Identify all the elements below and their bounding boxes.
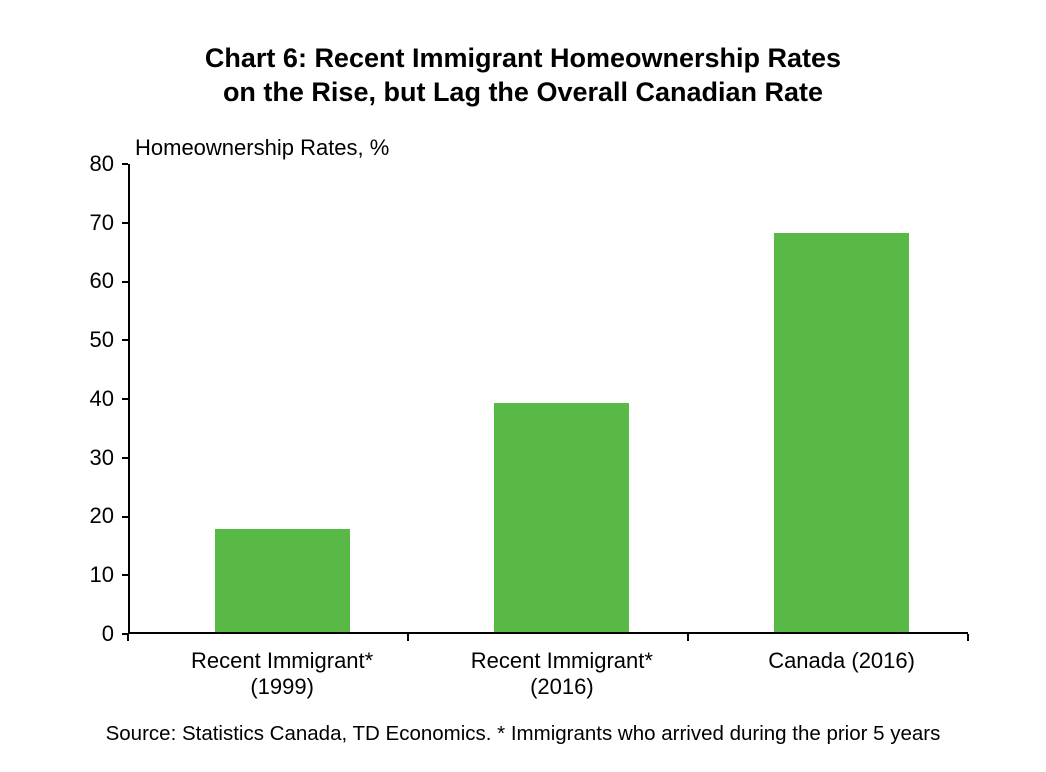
y-tick [122, 457, 128, 459]
x-tick-label-line1: Recent Immigrant* [471, 648, 653, 673]
x-tick-label-line1: Canada (2016) [768, 648, 915, 673]
y-tick [122, 163, 128, 165]
y-tick-label: 0 [64, 621, 114, 647]
y-tick [122, 574, 128, 576]
x-tick [407, 634, 409, 641]
x-tick-label-line2: (1999) [250, 674, 314, 699]
y-tick [122, 281, 128, 283]
y-tick-label: 80 [64, 151, 114, 177]
y-tick-label: 10 [64, 562, 114, 588]
y-tick [122, 222, 128, 224]
x-tick-label: Recent Immigrant*(1999) [152, 648, 412, 701]
x-tick-label: Canada (2016) [712, 648, 972, 674]
x-tick [127, 634, 129, 641]
y-axis [128, 164, 130, 634]
chart-source-note: Source: Statistics Canada, TD Economics.… [0, 722, 1046, 746]
y-tick-label: 30 [64, 445, 114, 471]
bar [494, 403, 629, 632]
y-tick-label: 20 [64, 503, 114, 529]
y-tick-label: 40 [64, 386, 114, 412]
x-tick [687, 634, 689, 641]
page-root: Chart 6: Recent Immigrant Homeownership … [0, 0, 1046, 772]
y-tick [122, 398, 128, 400]
y-tick [122, 339, 128, 341]
bar [774, 233, 909, 633]
x-tick-label-line1: Recent Immigrant* [191, 648, 373, 673]
chart-subtitle: Homeownership Rates, % [135, 135, 389, 161]
y-tick-label: 70 [64, 210, 114, 236]
y-tick-label: 60 [64, 268, 114, 294]
chart-plot-area: 01020304050607080Recent Immigrant*(1999)… [128, 164, 968, 634]
x-tick-label-line2: (2016) [530, 674, 594, 699]
bar [215, 529, 350, 632]
chart-title: Chart 6: Recent Immigrant Homeownership … [0, 42, 1046, 110]
y-tick [122, 516, 128, 518]
x-tick-label: Recent Immigrant*(2016) [432, 648, 692, 701]
chart-title-line2: on the Rise, but Lag the Overall Canadia… [223, 77, 823, 107]
x-tick [967, 634, 969, 641]
chart-title-line1: Chart 6: Recent Immigrant Homeownership … [205, 43, 841, 73]
y-tick-label: 50 [64, 327, 114, 353]
x-axis [128, 632, 968, 634]
